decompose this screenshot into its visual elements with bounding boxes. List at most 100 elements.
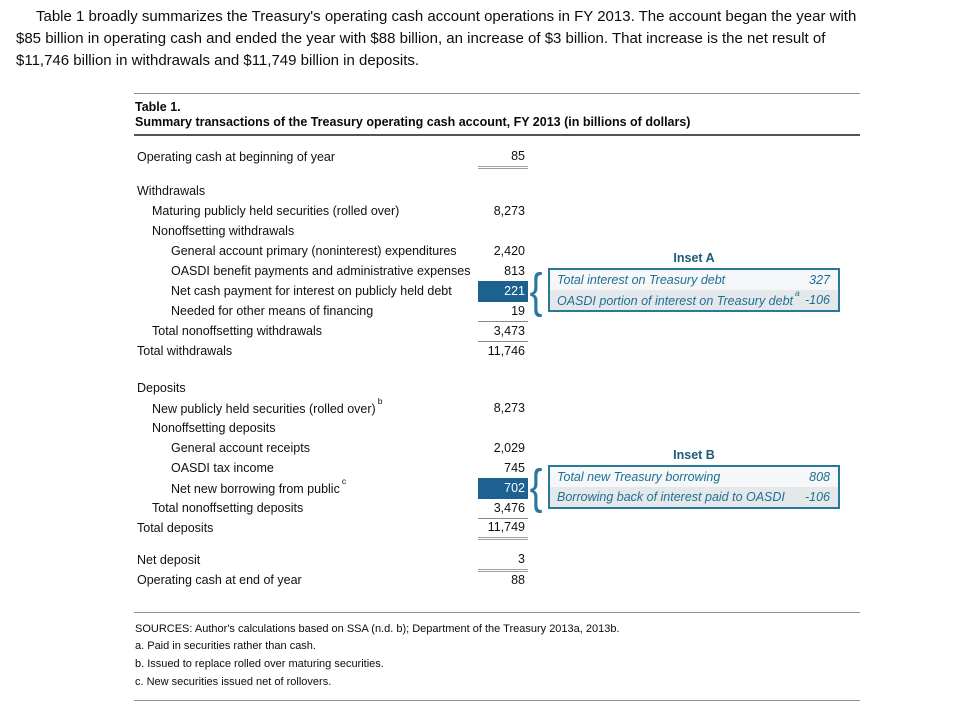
inset-row-label: Total new Treasury borrowing <box>557 470 721 484</box>
curly-brace-icon: { <box>529 265 543 318</box>
row-label: Total withdrawals <box>137 344 233 358</box>
inset-row: Borrowing back of interest paid to OASDI… <box>550 487 838 507</box>
table-row-highlighted: Net cash payment for interest on publicl… <box>134 280 528 302</box>
row-label: Net cash payment for interest on publicl… <box>171 284 452 298</box>
row-value: 8,273 <box>493 204 525 218</box>
table-row: General account receipts 2,029 <box>134 438 528 458</box>
inset-a: Inset A Total interest on Treasury debt … <box>548 251 840 312</box>
inset-a-title: Inset A <box>673 251 715 265</box>
inset-row: OASDI portion of interest on Treasury de… <box>550 287 838 310</box>
row-label: Total deposits <box>137 521 214 535</box>
inset-b-title: Inset B <box>673 448 715 462</box>
table-header: Table 1. Summary transactions of the Tre… <box>134 93 860 136</box>
inset-row-value: -106 <box>804 293 830 307</box>
row-label: General account receipts <box>171 441 310 455</box>
row-label: Maturing publicly held securities (rolle… <box>152 204 400 218</box>
table-row: New publicly held securities (rolled ove… <box>134 395 528 418</box>
curly-brace-icon: { <box>529 461 543 514</box>
row-value: 85 <box>478 146 528 169</box>
table-row: Operating cash at beginning of year 85 <box>134 146 528 169</box>
sources-line: SOURCES: Author's calculations based on … <box>135 623 620 635</box>
table-row: Total deposits 11,749 <box>134 517 528 540</box>
row-label: Net deposit <box>137 553 201 567</box>
table-row: OASDI benefit payments and administrativ… <box>134 261 528 281</box>
inset-row: Total interest on Treasury debt 327 <box>550 270 838 290</box>
row-value: 3 <box>478 549 528 572</box>
table-footnotes: SOURCES: Author's calculations based on … <box>134 612 860 701</box>
row-value: 813 <box>504 264 525 278</box>
row-value <box>478 181 528 201</box>
row-value: 3,476 <box>478 498 528 519</box>
row-label: Operating cash at end of year <box>137 573 302 587</box>
table-row: OASDI tax income 745 <box>134 458 528 478</box>
row-value: 19 <box>478 301 528 322</box>
row-label: Total nonoffsetting deposits <box>152 501 304 515</box>
table-row: General account primary (noninterest) ex… <box>134 241 528 261</box>
inset-a-box: Total interest on Treasury debt 327 OASD… <box>548 268 840 312</box>
table-row: Deposits <box>134 378 528 398</box>
inset-row-label: Borrowing back of interest paid to OASDI <box>557 490 785 504</box>
table-row-highlighted: Net new borrowing from publicc 702 <box>134 475 528 499</box>
intro-paragraph: Table 1 broadly summarizes the Treasury'… <box>16 6 950 72</box>
row-label: Operating cash at beginning of year <box>137 150 336 164</box>
footnote-a: a. Paid in securities rather than cash. <box>135 640 316 652</box>
row-value <box>478 378 528 398</box>
row-label: Nonoffsetting withdrawals <box>152 224 295 238</box>
inset-row-label: OASDI portion of interest on Treasury de… <box>557 287 800 309</box>
table-row: Nonoffsetting withdrawals <box>134 221 528 241</box>
row-value: 11,746 <box>487 344 525 358</box>
table-title: Summary transactions of the Treasury ope… <box>135 115 691 129</box>
table-row: Maturing publicly held securities (rolle… <box>134 201 528 221</box>
row-value-highlighted: 702 <box>478 477 528 499</box>
row-value: 11,749 <box>478 517 528 540</box>
footnote-c: c. New securities issued net of rollover… <box>135 676 332 688</box>
row-value-highlighted: 221 <box>478 280 528 302</box>
row-label: Needed for other means of financing <box>171 304 374 318</box>
inset-b-box: Total new Treasury borrowing 808 Borrowi… <box>548 465 840 509</box>
footnote-marker: a <box>795 287 800 298</box>
row-label: Withdrawals <box>137 184 206 198</box>
inset-row: Total new Treasury borrowing 808 <box>550 467 838 487</box>
row-label: OASDI tax income <box>171 461 274 475</box>
inset-b: Inset B Total new Treasury borrowing 808… <box>548 448 840 509</box>
footnote-b: b. Issued to replace rolled over maturin… <box>135 658 384 670</box>
row-value <box>478 418 528 438</box>
footnote-marker: c <box>341 475 347 486</box>
intro-line: Table 1 broadly summarizes the Treasury'… <box>36 8 857 25</box>
table-row: Withdrawals <box>134 181 528 201</box>
inset-row-label: Total interest on Treasury debt <box>557 273 726 287</box>
intro-line: $85 billion in operating cash and ended … <box>16 30 826 47</box>
row-value: 745 <box>504 461 525 475</box>
table-body: Operating cash at beginning of year 85 W… <box>134 136 860 612</box>
row-spacer <box>134 361 860 378</box>
row-value <box>478 221 528 241</box>
row-value: 88 <box>511 573 525 587</box>
inset-row-value: -106 <box>804 490 830 504</box>
table-number: Table 1. <box>135 100 181 114</box>
row-value: 8,273 <box>493 401 525 415</box>
row-label: Net new borrowing from publicc <box>171 475 347 497</box>
row-label: Nonoffsetting deposits <box>152 421 276 435</box>
row-label: OASDI benefit payments and administrativ… <box>171 264 471 278</box>
inset-row-value: 808 <box>809 470 830 484</box>
row-spacer <box>134 167 860 181</box>
table-1: Table 1. Summary transactions of the Tre… <box>134 93 860 701</box>
intro-line: $11,746 billion in withdrawals and $11,7… <box>16 52 420 69</box>
table-row: Operating cash at end of year 88 <box>134 570 528 590</box>
row-value: 3,473 <box>478 321 528 342</box>
row-label: General account primary (noninterest) ex… <box>171 244 457 258</box>
table-row: Total withdrawals 11,746 <box>134 341 528 361</box>
inset-row-value: 327 <box>809 273 830 287</box>
row-value: 2,420 <box>493 244 525 258</box>
row-label: Total nonoffsetting withdrawals <box>152 324 323 338</box>
table-row: Total nonoffsetting deposits 3,476 <box>134 498 528 519</box>
table-row: Needed for other means of financing 19 <box>134 301 528 322</box>
row-label: Deposits <box>137 381 186 395</box>
table-row: Total nonoffsetting withdrawals 3,473 <box>134 321 528 342</box>
row-value: 2,029 <box>493 441 525 455</box>
footnote-marker: b <box>377 395 383 406</box>
table-row: Nonoffsetting deposits <box>134 418 528 438</box>
table-row: Net deposit 3 <box>134 549 528 572</box>
row-label: New publicly held securities (rolled ove… <box>152 395 383 417</box>
